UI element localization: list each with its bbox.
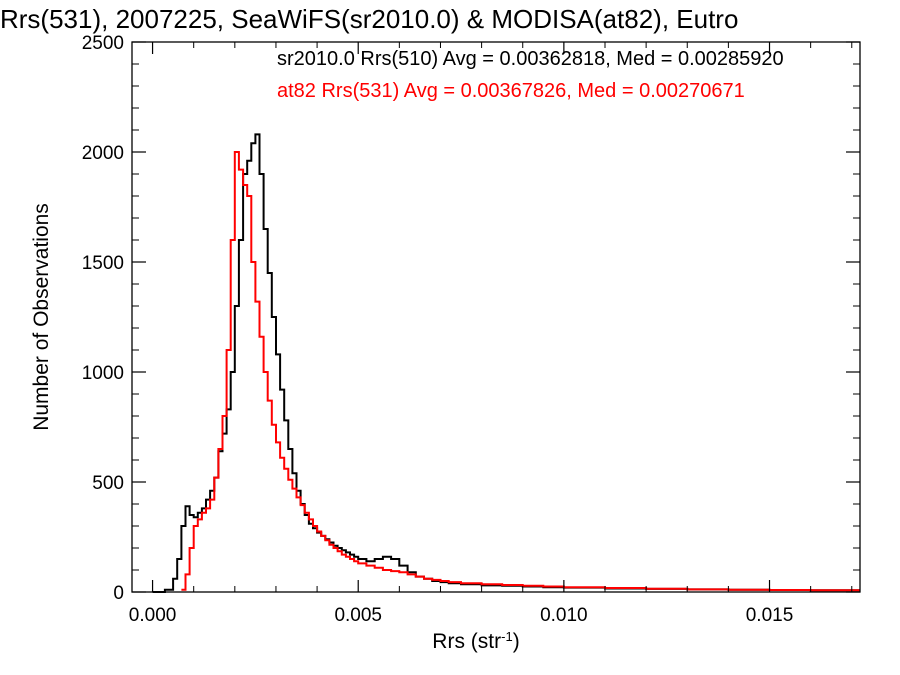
y-tick-label: 500 (92, 473, 124, 494)
y-tick-label: 1500 (82, 253, 124, 274)
x-axis-label: Rrs (str-1) (432, 629, 519, 654)
series-layer (152, 133, 860, 593)
x-tick-label: 0.010 (540, 605, 588, 626)
legend-entry-at82: at82 Rrs(531) Avg = 0.00367826, Med = 0.… (277, 80, 745, 102)
y-tick-label: 0 (113, 583, 124, 604)
legend-entry-sr2010: sr2010.0 Rrs(510) Avg = 0.00362818, Med … (277, 48, 784, 70)
tick-label-layer: 0.000 0.005 0.010 0.015 0 500 1000 1500 2000 2500 (82, 33, 794, 626)
y-tick-label: 1000 (82, 363, 124, 384)
series-line-1 (181, 151, 860, 592)
y-tick-label: 2000 (82, 143, 124, 164)
x-tick-label: 0.000 (129, 605, 177, 626)
legend: sr2010.0 Rrs(510) Avg = 0.00362818, Med … (277, 48, 784, 102)
plot-area-frame (131, 41, 861, 593)
series-line-0 (152, 133, 860, 593)
x-tick-label: 0.015 (746, 605, 794, 626)
x-axis-label-superscript: -1 (501, 629, 513, 644)
y-tick-label: 2500 (82, 33, 124, 54)
x-axis-label-main: Rrs (str (432, 630, 501, 653)
chart-title: Rrs(531), 2007225, SeaWiFS(sr2010.0) & M… (0, 4, 738, 34)
y-axis-label: Number of Observations (30, 203, 53, 431)
x-axis-label-end: ) (513, 630, 520, 653)
x-tick-label: 0.005 (334, 605, 382, 626)
tick-layer (132, 41, 860, 593)
